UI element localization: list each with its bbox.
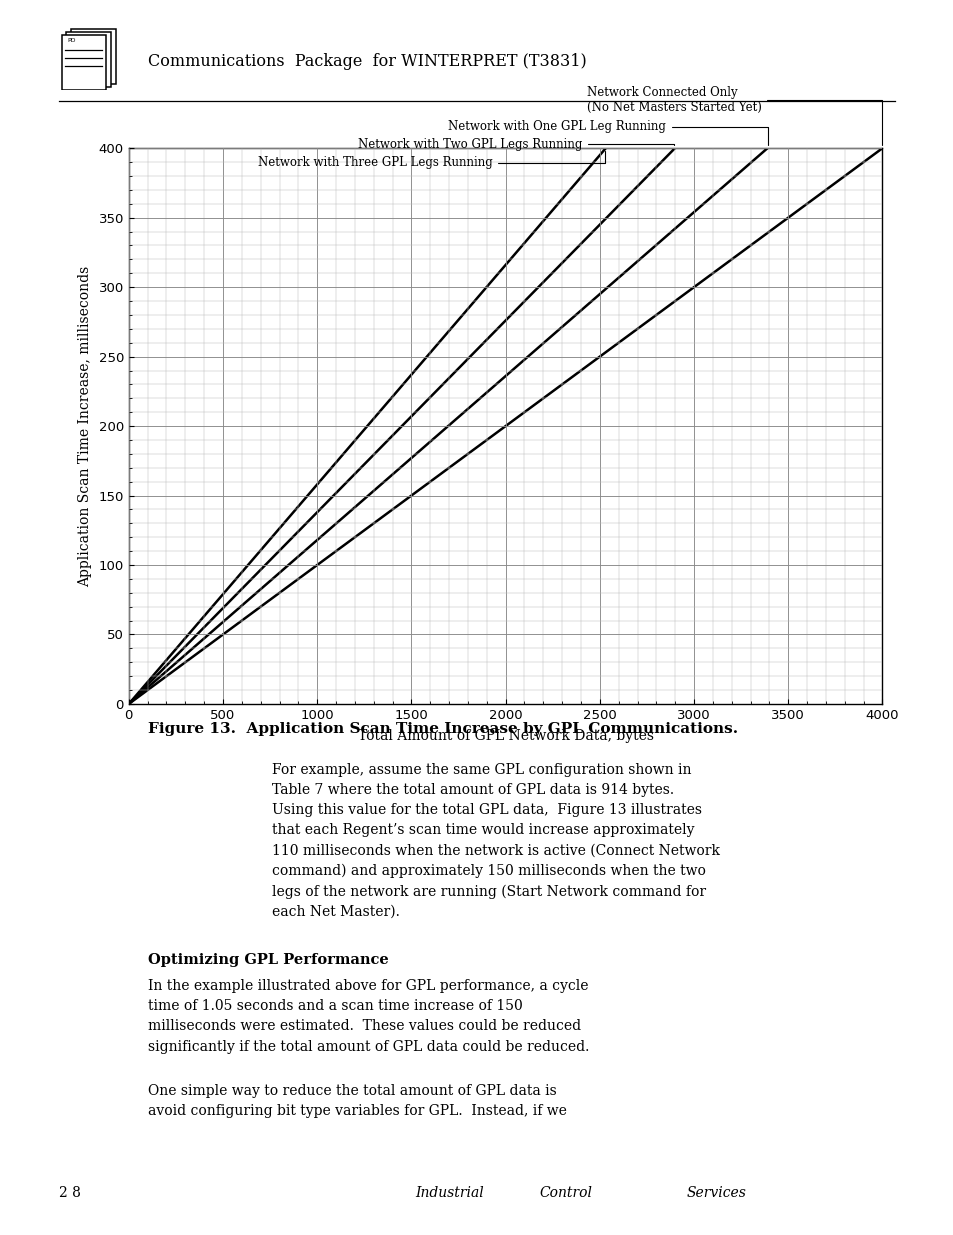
Text: Network with One GPL Leg Running: Network with One GPL Leg Running <box>448 120 767 146</box>
Text: Control: Control <box>538 1187 592 1200</box>
Bar <box>66 32 111 86</box>
Text: Network Connected Only
(No Net Masters Started Yet): Network Connected Only (No Net Masters S… <box>586 85 882 146</box>
Text: Network with Two GPL Legs Running: Network with Two GPL Legs Running <box>357 137 674 151</box>
Text: Optimizing GPL Performance: Optimizing GPL Performance <box>148 953 388 967</box>
Text: Network with Three GPL Legs Running: Network with Three GPL Legs Running <box>257 151 605 169</box>
Text: In the example illustrated above for GPL performance, a cycle
time of 1.05 secon: In the example illustrated above for GPL… <box>148 979 589 1053</box>
Text: Services: Services <box>686 1187 746 1200</box>
Text: Industrial: Industrial <box>415 1187 483 1200</box>
Text: One simple way to reduce the total amount of GPL data is
avoid configuring bit t: One simple way to reduce the total amoun… <box>148 1084 566 1119</box>
Bar <box>71 28 115 84</box>
Text: PD: PD <box>68 37 76 42</box>
Y-axis label: Application Scan Time Increase, milliseconds: Application Scan Time Increase, millisec… <box>77 266 91 587</box>
Text: 2 8: 2 8 <box>59 1187 81 1200</box>
Bar <box>62 35 106 90</box>
Text: Communications  Package  for WINTERPRET (T3831): Communications Package for WINTERPRET (T… <box>148 53 586 70</box>
X-axis label: Total Amount of GPL Network Data, bytes: Total Amount of GPL Network Data, bytes <box>357 729 653 742</box>
Text: For example, assume the same GPL configuration shown in
Table 7 where the total : For example, assume the same GPL configu… <box>272 763 720 919</box>
Text: Figure 13.  Application Scan Time Increase by GPL Communications.: Figure 13. Application Scan Time Increas… <box>148 722 738 736</box>
